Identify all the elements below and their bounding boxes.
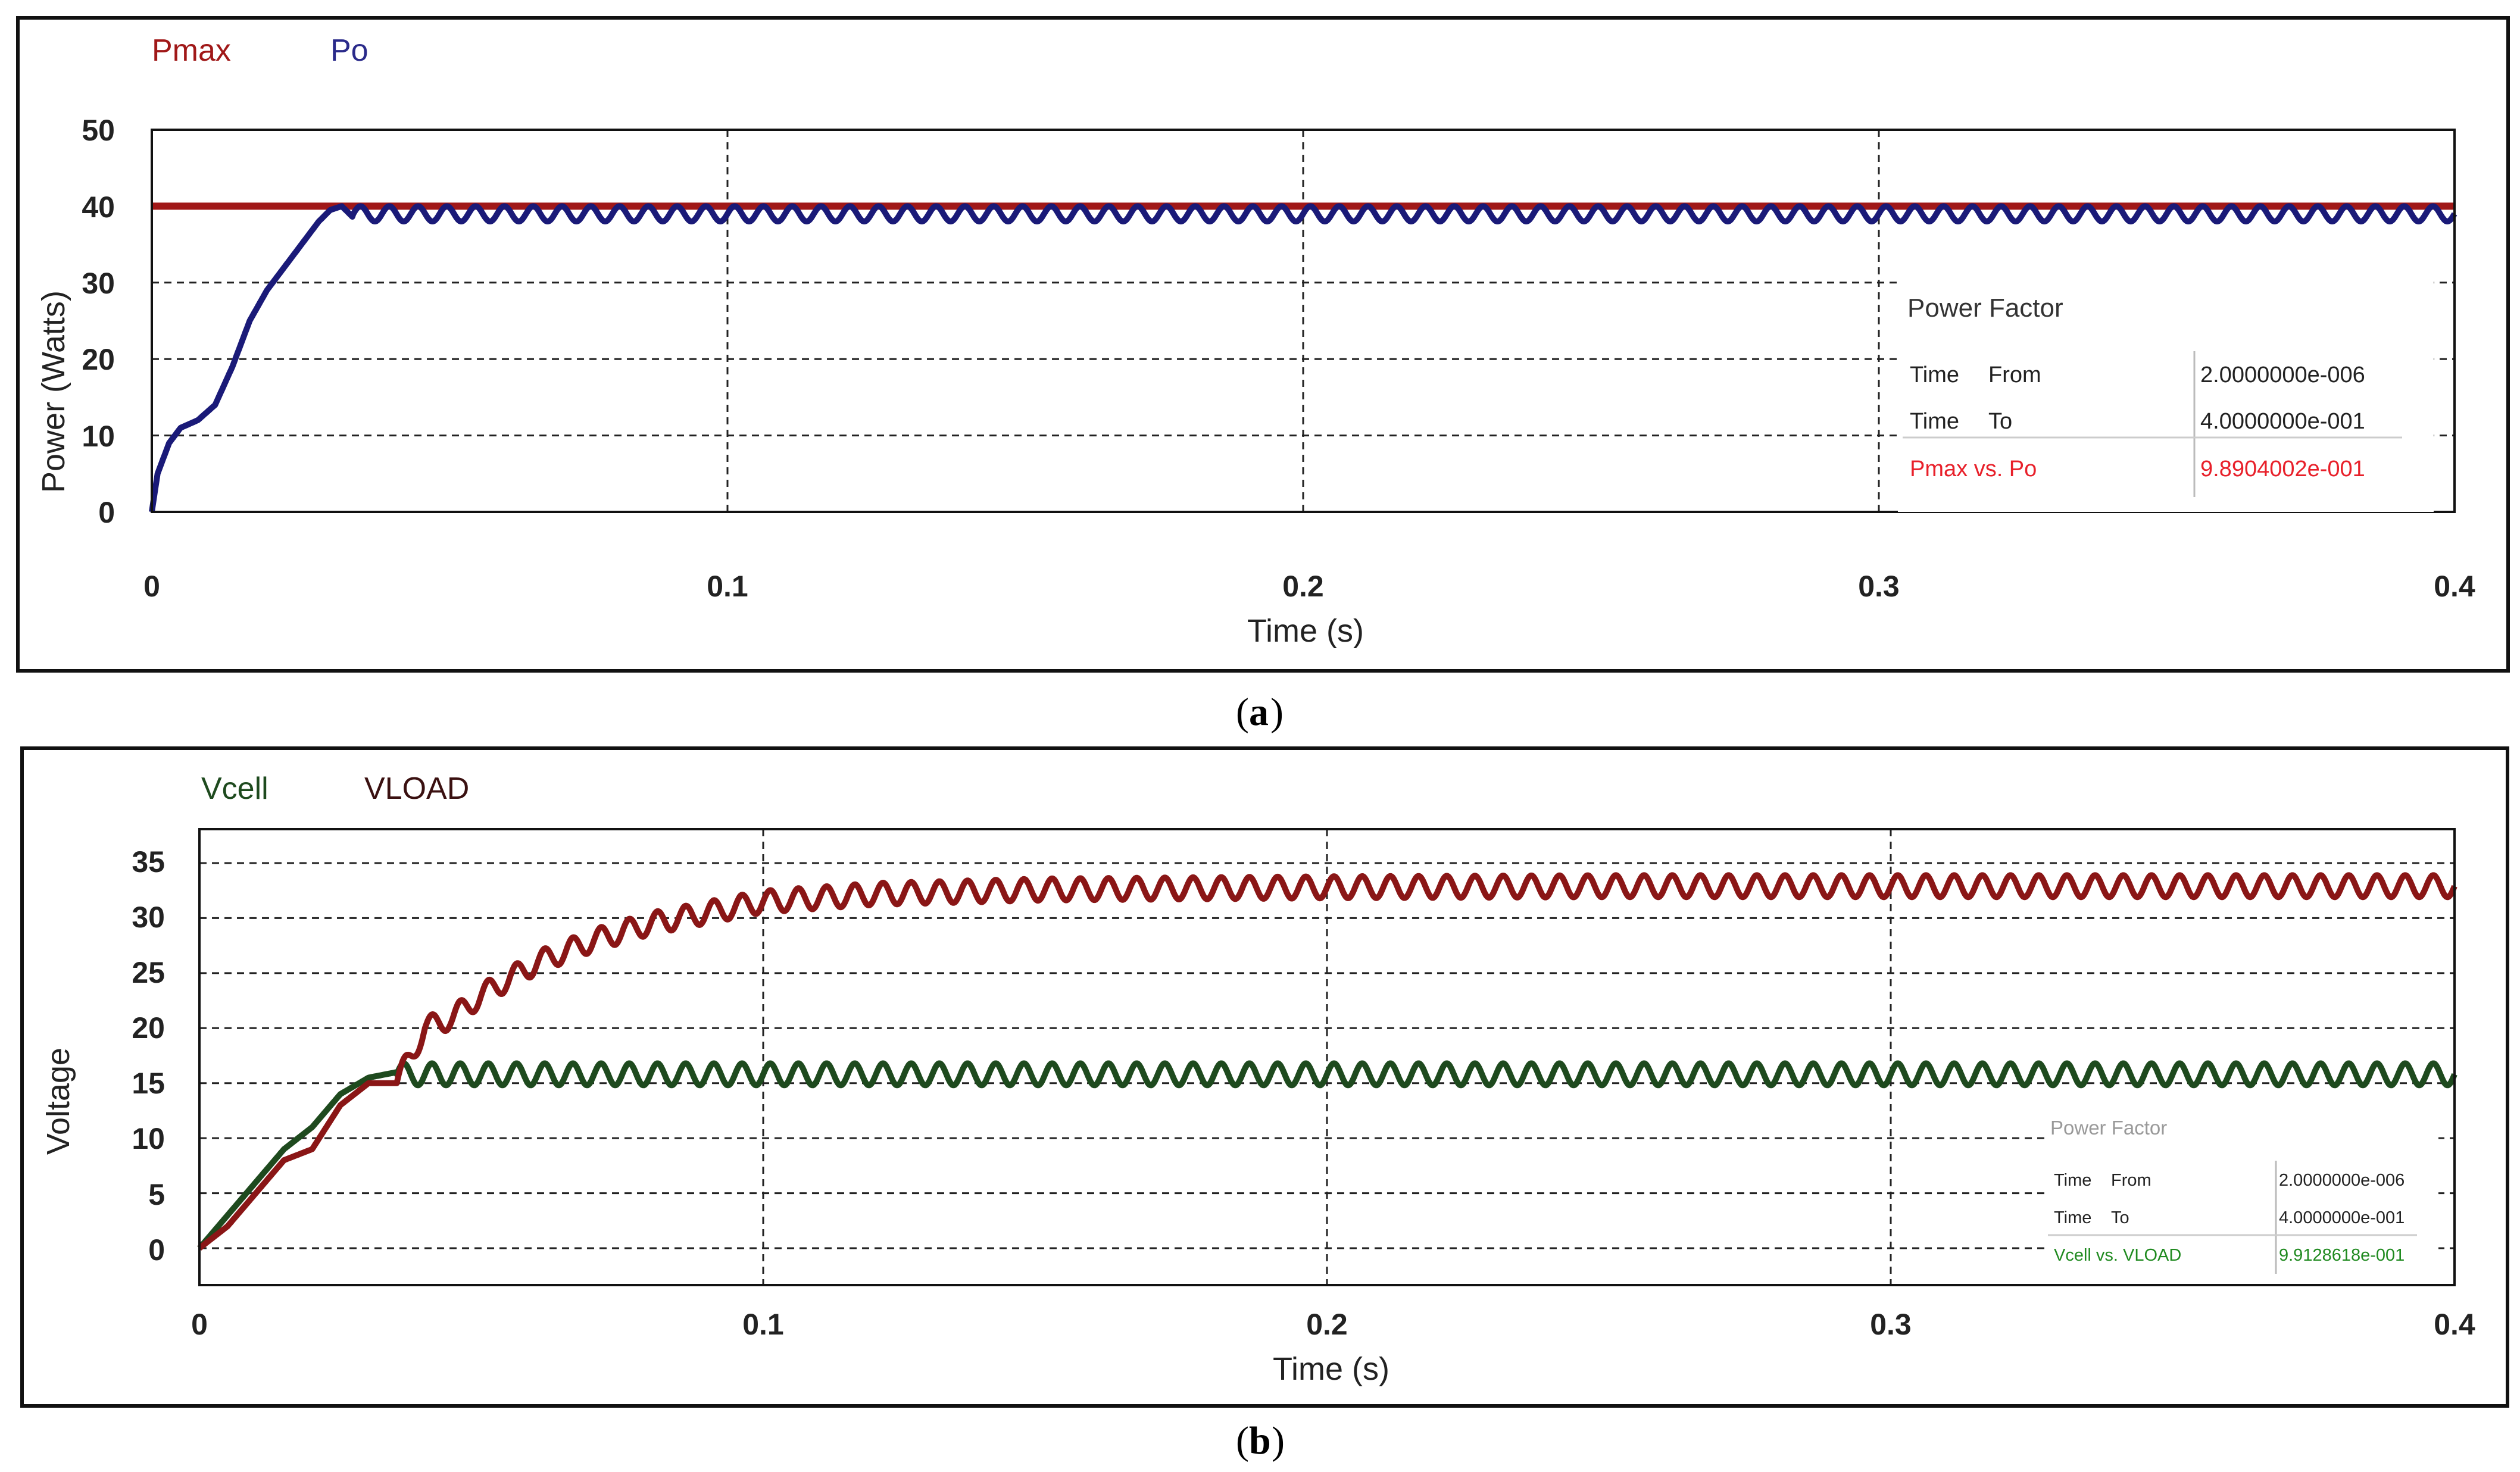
caption-a-close: ): [1270, 690, 1284, 734]
series-b: [197, 872, 2457, 1251]
power-factor-background: [2046, 1108, 2438, 1275]
y-tick-label: 30: [82, 267, 115, 300]
y-axis-label-b: Voltage: [40, 1048, 76, 1155]
power-factor-row-value: 4.0000000e-001: [2279, 1208, 2405, 1227]
y-tick-label: 5: [148, 1178, 165, 1211]
power-factor-row-value: 4.0000000e-001: [2200, 409, 2365, 434]
power-factor-result-label: Pmax vs. Po: [1910, 457, 2037, 482]
legend-a-series-1: Po: [330, 33, 369, 68]
y-tick-label: 20: [82, 343, 115, 376]
panel-b: Vcell VLOAD 0 5 10 15 20 25 30 35 0 0.1 …: [20, 746, 2509, 1462]
power-factor-title: Power Factor: [2050, 1117, 2167, 1139]
y-tick-label: 10: [132, 1122, 165, 1155]
y-tick-label: 35: [132, 845, 165, 879]
y-tick-label: 20: [132, 1011, 165, 1045]
y-tick-label: 0: [148, 1233, 165, 1267]
y-tick-label: 10: [82, 420, 115, 453]
plot-area-b: [197, 828, 2457, 1286]
legend-b-series-1: VLOAD: [364, 771, 469, 806]
power-factor-box-b: Power Factor Time From 2.0000000e-006 Ti…: [2046, 1108, 2438, 1275]
x-ticks-a: 0 0.1 0.2 0.3 0.4: [143, 570, 2475, 603]
plot-b-frame: [198, 828, 2456, 1286]
caption-b-letter: b: [1249, 1419, 1271, 1462]
power-factor-background: [1898, 277, 2434, 512]
panel-a: Pmax Po 0 10 20 30 40 50 0 0.1 0.2 0.3 0…: [16, 16, 2510, 734]
power-factor-row-label: Time: [2054, 1208, 2091, 1227]
y-axis-label-a: Power (Watts): [36, 290, 71, 493]
x-ticks-b: 0 0.1 0.2 0.3 0.4: [191, 1308, 2475, 1341]
legend-b-series-0: Vcell: [201, 771, 268, 806]
x-tick-label: 0: [191, 1308, 208, 1341]
caption-a-letter: a: [1249, 690, 1269, 734]
legend-a-series-0: Pmax: [152, 33, 231, 68]
power-factor-box-a: Power Factor Time From 2.0000000e-006 Ti…: [1898, 277, 2434, 512]
x-tick-label: 0: [143, 570, 160, 603]
power-factor-result-value: 9.9128618e-001: [2279, 1246, 2405, 1265]
power-factor-row-value: 2.0000000e-006: [2200, 362, 2365, 387]
series-a: [149, 202, 2457, 512]
caption-b: ( b ): [1236, 1419, 1285, 1462]
series-line-vcell: [197, 1060, 2457, 1251]
power-factor-row-value: 2.0000000e-006: [2279, 1171, 2405, 1190]
power-factor-row-sublabel: To: [2111, 1208, 2129, 1227]
power-factor-result-value: 9.8904002e-001: [2200, 457, 2365, 482]
x-tick-label: 0.1: [707, 570, 748, 603]
x-tick-label: 0.4: [2434, 570, 2475, 603]
y-tick-label: 50: [82, 114, 115, 147]
x-tick-label: 0.3: [1858, 570, 1900, 603]
x-tick-label: 0.2: [1282, 570, 1324, 603]
power-factor-row-sublabel: To: [1988, 409, 2012, 434]
x-tick-label: 0.3: [1870, 1308, 1912, 1341]
series-line-po: [149, 203, 2457, 512]
caption-a: ( a ): [1236, 690, 1284, 734]
caption-b-open: (: [1236, 1419, 1249, 1462]
x-tick-label: 0.4: [2434, 1308, 2475, 1341]
plot-a-frame: [151, 129, 2456, 513]
power-factor-row-label: Time: [1910, 362, 1959, 387]
x-axis-label-a: Time (s): [1247, 613, 1364, 649]
y-ticks-a: 0 10 20 30 40 50: [82, 114, 115, 529]
power-factor-result-label: Vcell vs. VLOAD: [2054, 1246, 2181, 1265]
power-factor-row-sublabel: From: [1988, 362, 2041, 387]
x-tick-label: 0.2: [1306, 1308, 1348, 1341]
x-tick-label: 0.1: [742, 1308, 784, 1341]
y-ticks-b: 0 5 10 15 20 25 30 35: [132, 845, 165, 1267]
series-line-vload: [197, 872, 2457, 1251]
panel-b-frame: [20, 746, 2509, 1408]
y-tick-label: 30: [132, 901, 165, 934]
power-factor-row-label: Time: [1910, 409, 1959, 434]
power-factor-row-sublabel: From: [2111, 1171, 2151, 1190]
y-tick-label: 25: [132, 956, 165, 989]
power-factor-title: Power Factor: [1907, 293, 2063, 323]
caption-b-close: ): [1272, 1419, 1285, 1462]
x-axis-label-b: Time (s): [1273, 1351, 1389, 1387]
y-tick-label: 15: [132, 1067, 165, 1100]
caption-a-open: (: [1236, 690, 1249, 734]
y-tick-label: 0: [98, 496, 115, 529]
power-factor-row-label: Time: [2054, 1171, 2091, 1190]
y-tick-label: 40: [82, 190, 115, 224]
